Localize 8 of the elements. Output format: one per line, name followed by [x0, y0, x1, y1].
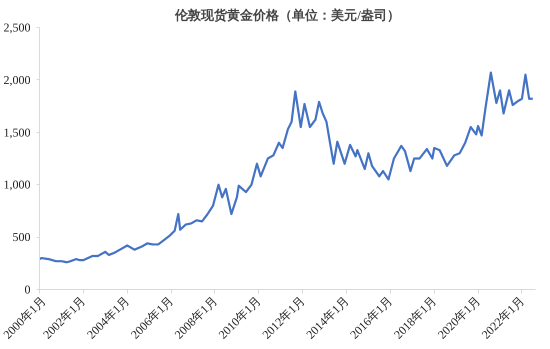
- y-tick-label: 2,500: [4, 20, 30, 34]
- y-tick-label: 1,000: [4, 178, 30, 192]
- y-tick-label: 0: [24, 282, 30, 296]
- line-series: [40, 71, 534, 264]
- y-tick-label: 500: [12, 230, 30, 244]
- chart-title: 伦敦现货黄金价格（单位：美元/盎司）: [174, 8, 400, 22]
- y-tick-label: 2,000: [4, 72, 30, 87]
- y-tick-label: 1,500: [4, 125, 30, 140]
